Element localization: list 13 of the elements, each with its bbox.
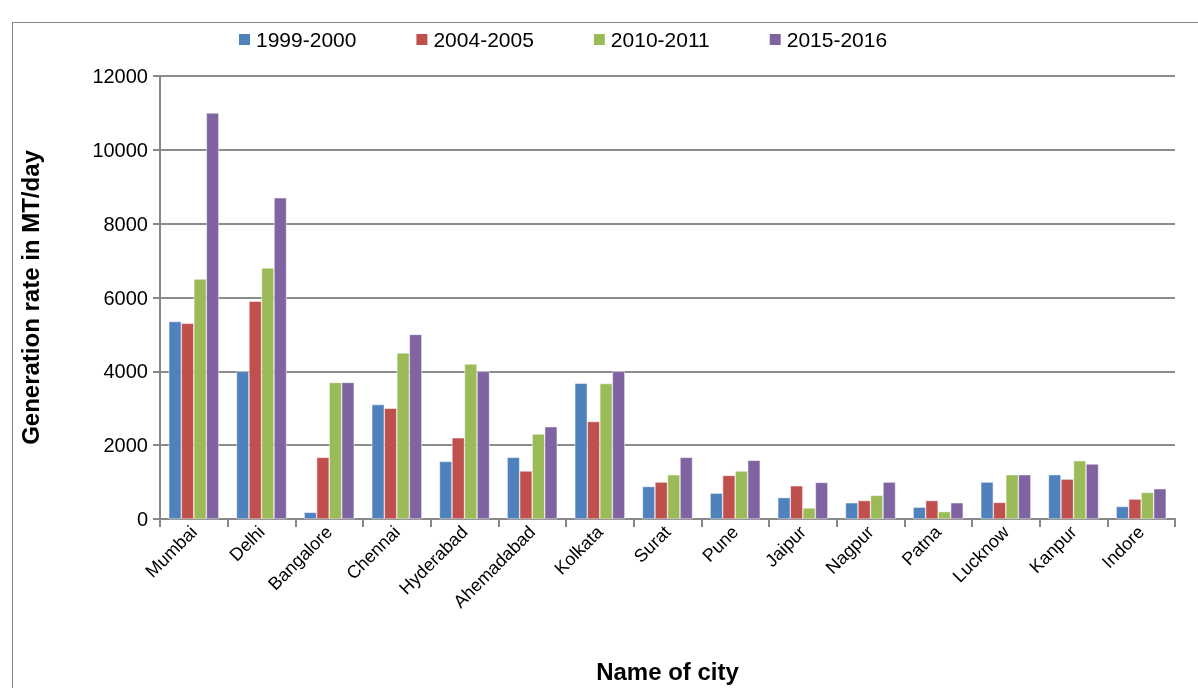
legend-label: 2015-2016 (786, 28, 888, 51)
y-tick-label: 2000 (103, 434, 148, 457)
y-tick-label: 8000 (103, 212, 148, 235)
legend-label: 1999-2000 (256, 28, 357, 51)
legend-label: 2004-2005 (433, 28, 534, 51)
y-tick-label: 4000 (103, 360, 148, 383)
x-axis-title: Name of city (596, 657, 740, 685)
y-tick-label: 12000 (92, 65, 148, 87)
y-tick-label: 10000 (92, 138, 148, 161)
y-axis-title: Generation rate in MT/day (16, 149, 44, 445)
legend-label: 2010-2011 (610, 28, 710, 51)
y-tick-label: 6000 (103, 286, 148, 309)
y-tick-label: 0 (136, 508, 148, 530)
